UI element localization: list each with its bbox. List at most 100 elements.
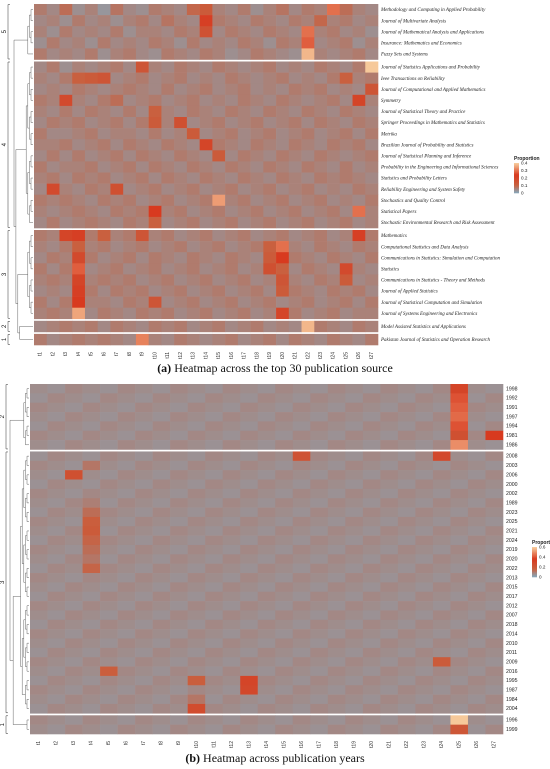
heatmap-cell bbox=[110, 285, 124, 297]
heatmap-cell bbox=[187, 619, 206, 630]
heatmap-cell bbox=[148, 128, 162, 140]
heatmap-cell bbox=[65, 479, 83, 490]
heatmap-cell bbox=[432, 544, 451, 555]
heatmap-cell bbox=[380, 685, 399, 695]
heatmap-cell bbox=[205, 544, 224, 555]
cluster-bracket bbox=[7, 334, 10, 345]
heatmap-cell bbox=[415, 479, 434, 490]
heatmap-cell bbox=[292, 601, 311, 611]
heatmap-cell bbox=[237, 150, 251, 162]
column-tick-label: t2 bbox=[54, 741, 60, 745]
heatmap-cell bbox=[59, 83, 73, 96]
heatmap-cell bbox=[237, 205, 251, 218]
heatmap-cell bbox=[257, 591, 276, 602]
heatmap-cell bbox=[450, 657, 469, 667]
heatmap-cell bbox=[301, 161, 315, 173]
heatmap-cell bbox=[84, 252, 98, 264]
heatmap-cell bbox=[222, 479, 241, 490]
heatmap-cell bbox=[288, 333, 302, 346]
heatmap-cell bbox=[174, 194, 188, 207]
heatmap-cell bbox=[485, 440, 504, 450]
heatmap-cell bbox=[97, 94, 111, 107]
legend-swatch bbox=[514, 169, 519, 171]
heatmap-cell bbox=[275, 498, 294, 508]
heatmap-cell bbox=[100, 629, 118, 639]
heatmap-cell bbox=[65, 685, 83, 695]
heatmap-cell bbox=[301, 150, 315, 162]
heatmap-cell bbox=[34, 333, 48, 346]
column-tick-label: t27 bbox=[492, 741, 498, 748]
heatmap-cell bbox=[47, 384, 66, 394]
heatmap-cell bbox=[186, 128, 200, 140]
heatmap-cell bbox=[292, 657, 311, 667]
heatmap-cell bbox=[82, 440, 101, 450]
heatmap-cell bbox=[225, 263, 239, 275]
heatmap-cell bbox=[250, 183, 264, 195]
heatmap-cell bbox=[225, 94, 239, 107]
heatmap-cell bbox=[59, 4, 73, 16]
heatmap-cell bbox=[34, 37, 48, 49]
heatmap-cell bbox=[339, 150, 353, 162]
column-tick-label: t18 bbox=[334, 741, 340, 748]
heatmap-cell bbox=[292, 591, 311, 602]
heatmap-cell bbox=[97, 216, 111, 229]
heatmap-cell bbox=[170, 619, 188, 630]
heatmap-cell bbox=[263, 263, 277, 275]
heatmap-cell bbox=[135, 183, 149, 195]
heatmap-cell bbox=[225, 183, 239, 195]
heatmap-cell bbox=[100, 685, 118, 695]
heatmap-cell bbox=[380, 657, 399, 667]
heatmap-cell bbox=[84, 139, 98, 151]
heatmap-cell bbox=[301, 252, 315, 264]
heatmap-cell bbox=[237, 48, 251, 60]
row-label: Ieee Transactions on Reliability bbox=[380, 77, 446, 82]
heatmap-cell bbox=[123, 252, 137, 264]
heatmap-cell bbox=[257, 582, 276, 593]
row-label: 1987 bbox=[506, 688, 518, 694]
heatmap-cell bbox=[485, 451, 504, 462]
column-tick-label: t26 bbox=[474, 741, 480, 748]
heatmap-cell bbox=[46, 241, 60, 253]
heatmap-cell bbox=[432, 591, 451, 602]
heatmap-cell bbox=[123, 183, 137, 195]
heatmap-cell bbox=[415, 601, 434, 611]
heatmap-cell bbox=[110, 15, 124, 27]
heatmap-cell bbox=[65, 610, 83, 621]
heatmap-cell bbox=[250, 333, 264, 346]
heatmap-cell bbox=[263, 37, 277, 49]
column-tick-label: t15 bbox=[281, 741, 287, 748]
heatmap-cell bbox=[362, 591, 381, 602]
legend-swatch bbox=[532, 572, 537, 574]
heatmap-cell bbox=[485, 591, 504, 602]
heatmap-cell bbox=[250, 72, 264, 84]
heatmap-cell bbox=[199, 15, 213, 27]
heatmap-cell bbox=[187, 440, 206, 450]
heatmap-cell bbox=[345, 591, 364, 602]
heatmap-cell bbox=[148, 61, 162, 73]
column-tick-label: t16 bbox=[229, 352, 235, 359]
heatmap-cell bbox=[339, 307, 353, 320]
heatmap-cell bbox=[222, 526, 241, 536]
heatmap-cell bbox=[250, 26, 264, 38]
heatmap-cell bbox=[415, 402, 434, 413]
row-label: Mathematics bbox=[380, 234, 407, 239]
heatmap-cell bbox=[84, 205, 98, 218]
heatmap-cell bbox=[397, 694, 416, 705]
heatmap-cell bbox=[288, 37, 302, 49]
heatmap-cell bbox=[205, 393, 224, 403]
heatmap-cell bbox=[117, 412, 136, 422]
row-label: 1991 bbox=[506, 405, 518, 411]
column-tick-label: t14 bbox=[264, 741, 270, 748]
heatmap-cell bbox=[46, 183, 60, 195]
heatmap-cell bbox=[257, 601, 276, 611]
heatmap-cell bbox=[152, 647, 171, 658]
heatmap-cell bbox=[345, 544, 364, 555]
heatmap-cell bbox=[365, 4, 379, 16]
heatmap-cell bbox=[174, 252, 188, 264]
heatmap-cell bbox=[380, 601, 399, 611]
heatmap-cell bbox=[237, 285, 251, 297]
heatmap-cell bbox=[117, 554, 136, 564]
heatmap-cell bbox=[301, 307, 315, 320]
heatmap-cell bbox=[205, 498, 224, 508]
heatmap-cell bbox=[345, 516, 364, 527]
